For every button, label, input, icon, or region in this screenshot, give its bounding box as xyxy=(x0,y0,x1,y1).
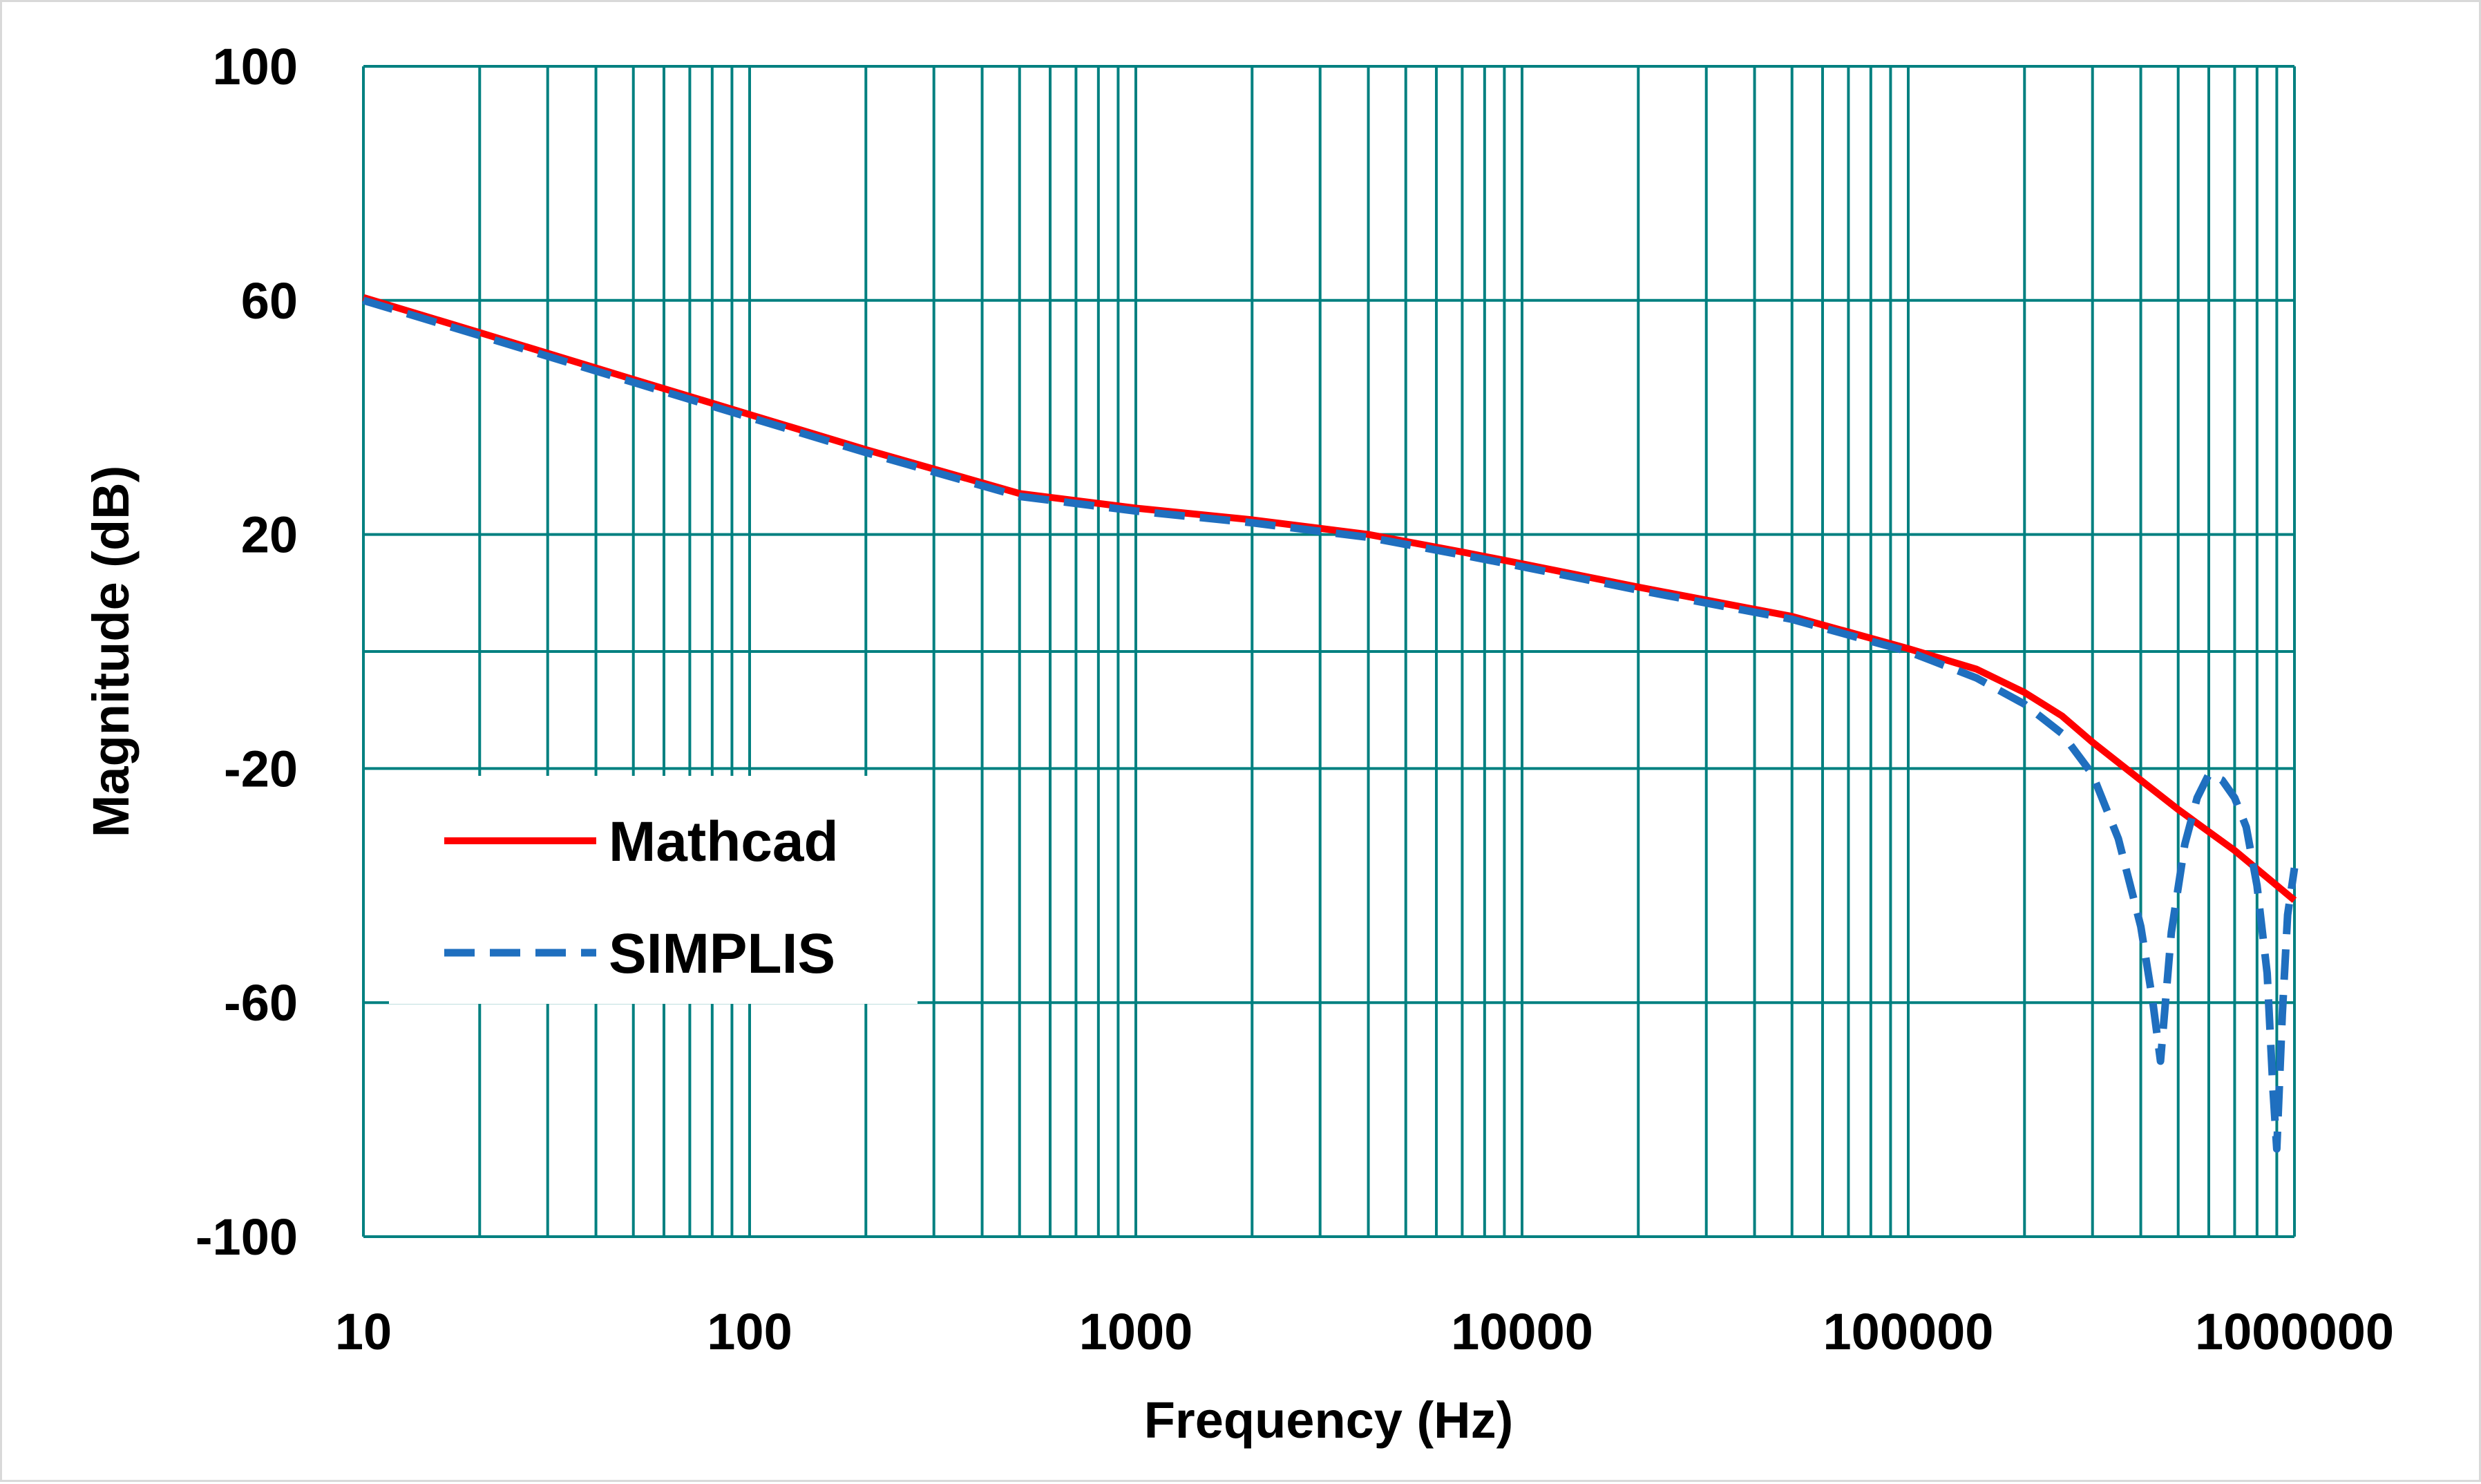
x-tick-label: 1000 xyxy=(1079,1303,1193,1360)
tick-labels: 10 100 1000 10000 100000 1000000 100 60 20 -20 -60… xyxy=(196,38,2394,1360)
y-tick-label: 20 xyxy=(241,506,298,564)
x-axis-title: Frequency (Hz) xyxy=(1144,1391,1514,1449)
y-tick-label: 100 xyxy=(213,38,298,95)
x-tick-label: 1000000 xyxy=(2195,1303,2394,1360)
legend-label-simplis: SIMPLIS xyxy=(609,922,835,985)
series-line-simplis xyxy=(362,296,2299,1153)
legend: Mathcad SIMPLIS xyxy=(389,776,918,1004)
series-layer xyxy=(362,294,2299,1153)
y-tick-label: -100 xyxy=(196,1208,298,1266)
legend-background xyxy=(389,776,918,1004)
y-tick-label: -20 xyxy=(224,740,298,797)
grid xyxy=(362,65,2296,1238)
y-tick-label: -60 xyxy=(224,974,298,1031)
x-tick-label: 10000 xyxy=(1451,1303,1593,1360)
legend-label-mathcad: Mathcad xyxy=(609,810,839,873)
x-tick-label: 10 xyxy=(335,1303,392,1360)
y-tick-label: 60 xyxy=(241,272,298,330)
y-axis-title: Magnitude (dB) xyxy=(82,466,140,837)
x-tick-label: 100 xyxy=(707,1303,792,1360)
x-tick-label: 100000 xyxy=(1823,1303,1994,1360)
